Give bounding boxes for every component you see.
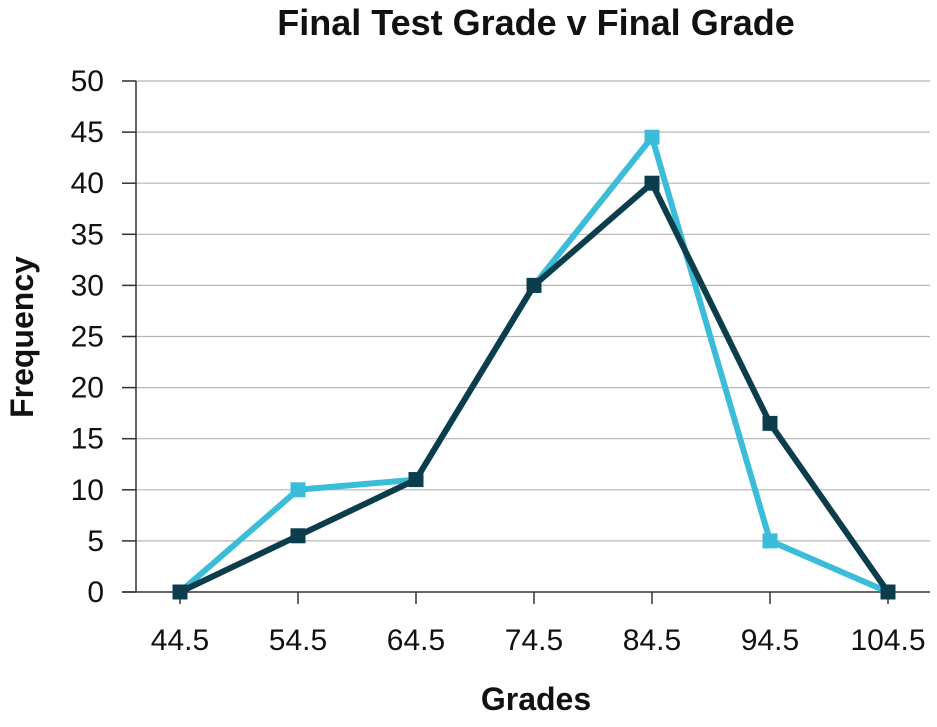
x-tick-label: 44.5: [151, 624, 209, 657]
x-tick-label: 94.5: [741, 624, 799, 657]
chart-title: Final Test Grade v Final Grade: [277, 2, 794, 43]
series-2-point: [526, 277, 542, 293]
series-2-point: [762, 415, 778, 431]
y-tick-label: 15: [71, 423, 104, 456]
gridlines: [122, 80, 930, 593]
series-1-line: [177, 134, 891, 595]
series-1-point: [290, 482, 306, 498]
y-tick-label: 50: [71, 65, 104, 98]
x-tick-label: 64.5: [387, 624, 445, 657]
y-axis-label: Frequency: [4, 256, 40, 418]
series-2-point: [290, 528, 306, 544]
x-tick-label: 84.5: [623, 624, 681, 657]
x-tick-label: 54.5: [269, 624, 327, 657]
x-axis-label: Grades: [481, 681, 591, 717]
y-tick-label: 0: [87, 576, 104, 609]
x-tick-label: 74.5: [505, 624, 563, 657]
series-2-point: [408, 472, 424, 488]
series-1-point: [762, 533, 778, 549]
y-tick-label: 40: [71, 167, 104, 200]
y-tick-label: 35: [71, 218, 104, 251]
y-tick-label: 20: [71, 372, 104, 405]
series-group: [172, 129, 896, 600]
series-2-point: [172, 584, 188, 600]
y-tick-label: 30: [71, 269, 104, 302]
y-tick-label: 5: [87, 525, 104, 558]
y-axis: 0 5 10 15 20 25 30 35 40 45 50: [71, 65, 137, 609]
x-tick-label: 104.5: [850, 624, 925, 657]
y-tick-label: 45: [71, 116, 104, 149]
series-2-point: [880, 584, 896, 600]
series-1-point: [644, 129, 660, 145]
x-axis: 44.5 54.5 64.5 74.5 84.5 94.5 104.5: [151, 592, 926, 657]
y-tick-label: 25: [71, 321, 104, 354]
y-tick-label: 10: [71, 474, 104, 507]
series-2-point: [644, 175, 660, 191]
